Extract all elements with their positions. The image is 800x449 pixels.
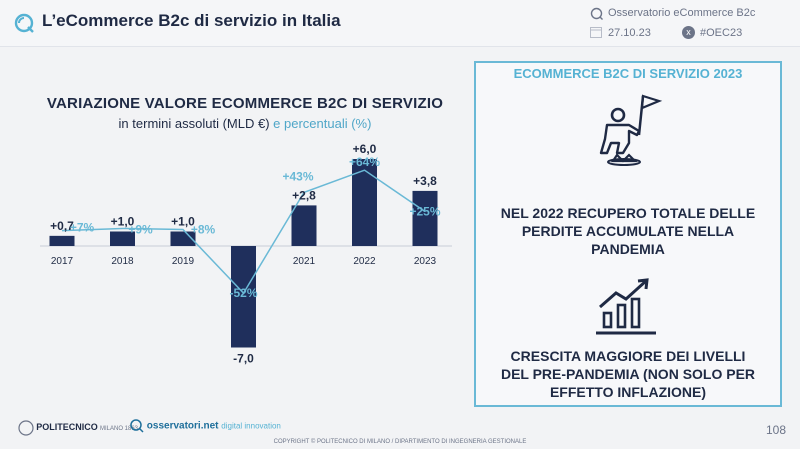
search-icon [14, 13, 34, 33]
chart-title: VARIAZIONE VALORE ECOMMERCE B2C DI SERVI… [46, 95, 444, 112]
pct-label-2020: -52% [229, 286, 257, 300]
page-number: 108 [765, 423, 786, 437]
growth-bars-icon [596, 278, 656, 335]
pct-label-2018: +9% [128, 222, 153, 236]
tick-label-2023: 2023 [414, 256, 437, 267]
tick-label-2021: 2021 [293, 256, 316, 267]
copyright-text: COPYRIGHT © POLITECNICO DI MILANO / DIPA… [273, 439, 527, 445]
achievement-flag-icon [599, 94, 663, 166]
osservatori-logo: osservatori.net digital innovation [130, 419, 281, 433]
tick-label-2022: 2022 [353, 256, 376, 267]
observatory-name: Osservatorio eCommerce B2c [608, 7, 756, 19]
tick-label-2017: 2017 [51, 256, 74, 267]
panel-heading: ECOMMERCE B2C DI SERVIZIO 2023 [476, 63, 780, 85]
header-meta: Osservatorio eCommerce B2c 27.10.23 x #O… [580, 0, 800, 46]
bar-line-chart: +0,7 +1,0 +1,0 -7,0 +2,8 +6,0 +3,8 +7% +9% +8% -52… [40, 142, 452, 366]
panel-text-growth: CRESCITA MAGGIORE DEI LIVELLI DEL PRE-PA… [500, 348, 756, 400]
event-date: 27.10.23 [608, 27, 651, 39]
observatory-icon [590, 7, 603, 20]
abs-label-2018: +1,0 [111, 215, 135, 229]
bar-2017 [49, 235, 75, 246]
abs-label-2021: +2,8 [292, 188, 316, 202]
x-logo-icon: x [682, 26, 695, 39]
chart-subtitle-absolute: in termini assoluti (MLD €) [118, 116, 270, 131]
abs-label-2017: +0,7 [50, 219, 74, 233]
event-hashtag: #OEC23 [700, 27, 743, 39]
politecnico-seal-icon [18, 420, 34, 436]
percent-line [61, 169, 426, 295]
calendar-icon [590, 27, 602, 38]
bar-2022 [352, 159, 377, 246]
bar-2018 [110, 231, 135, 246]
chart-subtitle-percent: e percentuali (%) [273, 116, 372, 131]
header-bar: L’eCommerce B2c di servizio in Italia Os… [0, 0, 800, 47]
tick-label-2019: 2019 [172, 256, 195, 267]
panel-text-recovery: NEL 2022 RECUPERO TOTALE DELLE PERDITE A… [500, 205, 756, 257]
summary-panel: ECOMMERCE B2C DI SERVIZIO 2023 NEL 2022 … [474, 61, 782, 407]
abs-label-2022: +6,0 [353, 142, 377, 156]
politecnico-logo: POLITECNICO MILANO 1863 [18, 420, 138, 436]
chart-subtitle: in termini assoluti (MLD €) e percentual… [30, 116, 460, 131]
bar-2021 [291, 205, 317, 246]
pct-label-2017: +7% [70, 221, 95, 235]
pct-label-2023: +25% [409, 205, 440, 219]
abs-label-2019: +1,0 [171, 215, 195, 229]
pct-label-2022: +64% [349, 155, 380, 169]
abs-label-2023: +3,8 [413, 174, 437, 188]
pct-label-2019: +8% [191, 223, 216, 237]
page-title: L’eCommerce B2c di servizio in Italia [42, 11, 341, 30]
bar-2020 [231, 246, 256, 348]
bar-2023 [412, 190, 438, 246]
pct-label-2021: +43% [282, 169, 313, 183]
osservatori-logo-icon [130, 419, 144, 433]
abs-label-2020: -7,0 [233, 352, 254, 366]
tick-label-2018: 2018 [111, 256, 134, 267]
